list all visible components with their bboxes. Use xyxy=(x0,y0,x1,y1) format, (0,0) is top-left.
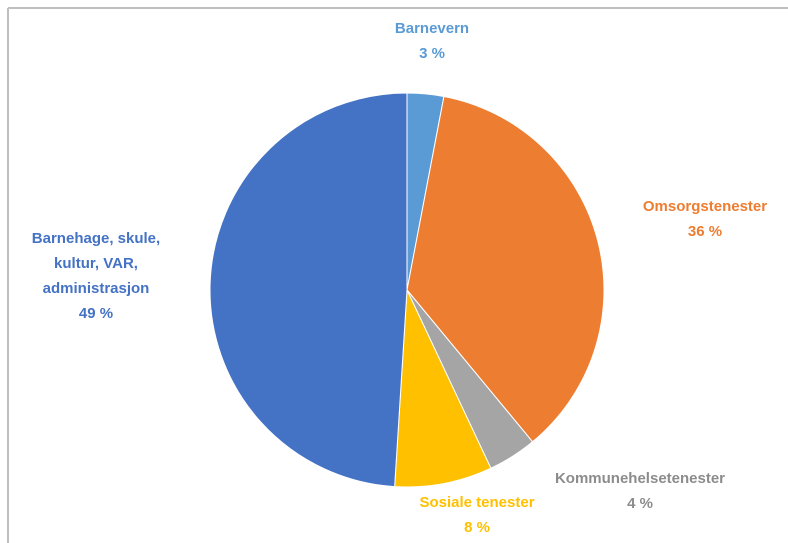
value-label: 4 % xyxy=(627,495,653,512)
data-label: Barnevern 3 % xyxy=(372,16,492,66)
data-label: Barnehage, skule, kultur, VAR, administr… xyxy=(11,226,181,326)
data-label: Omsorgstenester 36 % xyxy=(615,194,788,244)
category-label: Kommunehelsetenester xyxy=(554,470,726,487)
value-label: 3 % xyxy=(419,45,445,62)
data-label: Kommunehelsetenester 4 % xyxy=(520,466,760,516)
value-label: 49 % xyxy=(78,305,114,322)
data-label: Sosiale tenester 8 % xyxy=(397,490,557,540)
category-label: Sosiale tenester xyxy=(419,494,535,511)
value-label: 8 % xyxy=(464,519,490,536)
category-label: Omsorgstenester xyxy=(642,198,768,215)
pie-slice xyxy=(394,289,492,488)
category-label: Barnehage, skule, kultur, VAR, administr… xyxy=(31,230,161,297)
value-label: 36 % xyxy=(687,223,723,240)
category-label: Barnevern xyxy=(394,20,470,37)
pie-slice xyxy=(209,92,408,488)
pie-slice xyxy=(406,95,605,443)
